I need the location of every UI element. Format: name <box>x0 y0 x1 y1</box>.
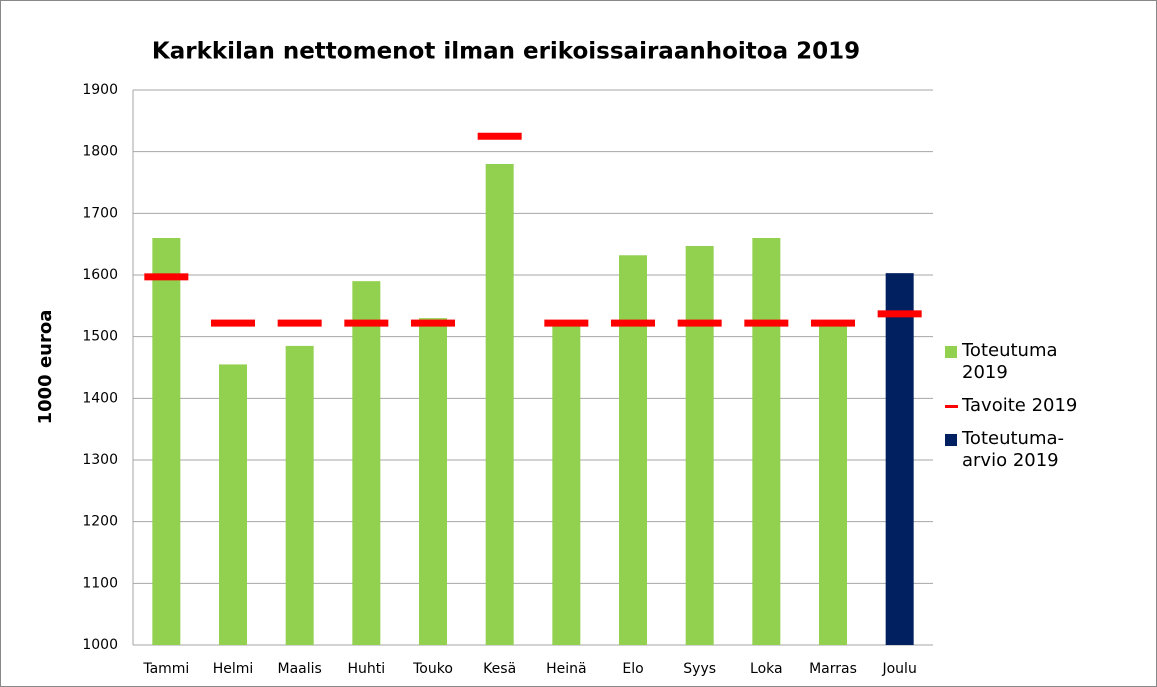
bar <box>885 273 914 645</box>
bar <box>485 164 514 645</box>
target-dash <box>277 319 322 327</box>
legend-item: Toteutuma-arvio 2019 <box>940 428 1092 472</box>
bar <box>752 238 781 645</box>
target-dash <box>744 319 789 327</box>
x-tick-label: Helmi <box>213 661 254 677</box>
bar <box>219 364 247 645</box>
target-dash <box>211 319 255 327</box>
y-tick-label: 1000 <box>82 637 118 653</box>
target-dash <box>877 310 922 318</box>
target-dash <box>411 319 455 327</box>
bar <box>352 281 381 645</box>
x-tick-label: Maalis <box>278 661 322 677</box>
target-dash <box>477 132 522 140</box>
y-tick-label: 1800 <box>82 144 118 160</box>
y-tick-label: 1400 <box>82 390 118 406</box>
target-dash <box>544 319 589 327</box>
x-tick-label: Heinä <box>546 661 586 677</box>
legend-item: Toteutuma 2019 <box>940 340 1092 384</box>
target-dash <box>611 319 655 327</box>
y-axis-label: 1000 euroa <box>35 310 56 425</box>
legend-label: Tavoite 2019 <box>962 395 1078 416</box>
chart-title: Karkkilan nettomenot ilman erikoissairaa… <box>152 39 860 65</box>
target-dash <box>344 319 389 327</box>
x-tick-label: Elo <box>622 661 643 677</box>
bar <box>285 345 314 645</box>
legend-swatch <box>945 434 957 446</box>
x-tick-label: Huhti <box>348 661 386 677</box>
legend: Toteutuma 2019 Tavoite 2019 Toteutuma-arvi… <box>940 340 1092 483</box>
x-tick-label: Marras <box>809 661 857 677</box>
y-tick-label: 1900 <box>82 82 118 98</box>
x-tick-label: Joulu <box>881 661 916 677</box>
legend-label: Toteutuma 2019 <box>962 340 1058 383</box>
bar <box>685 246 714 645</box>
target-dash <box>811 319 855 327</box>
legend-swatch <box>945 346 957 358</box>
bar <box>152 238 181 645</box>
y-tick-label: 1600 <box>82 267 118 283</box>
y-tick-label: 1200 <box>82 514 118 530</box>
x-tick-label: Kesä <box>483 661 516 677</box>
bar <box>552 324 581 645</box>
legend-label: Toteutuma-arvio 2019 <box>962 428 1065 471</box>
legend-item: Tavoite 2019 <box>940 395 1092 417</box>
y-tick-label: 1700 <box>82 205 118 221</box>
x-tick-label: Touko <box>412 661 453 677</box>
x-tick-label: Loka <box>750 661 783 677</box>
bar <box>619 255 647 645</box>
bar <box>819 324 847 645</box>
y-tick-label: 1100 <box>82 575 118 591</box>
x-tick-label: Syys <box>683 661 716 677</box>
legend-swatch <box>945 405 958 408</box>
target-dash <box>144 273 189 281</box>
y-tick-label: 1500 <box>82 329 118 345</box>
y-tick-label: 1300 <box>82 452 118 468</box>
x-tick-label: Tammi <box>142 661 189 677</box>
bar <box>419 318 447 645</box>
target-dash <box>677 319 722 327</box>
